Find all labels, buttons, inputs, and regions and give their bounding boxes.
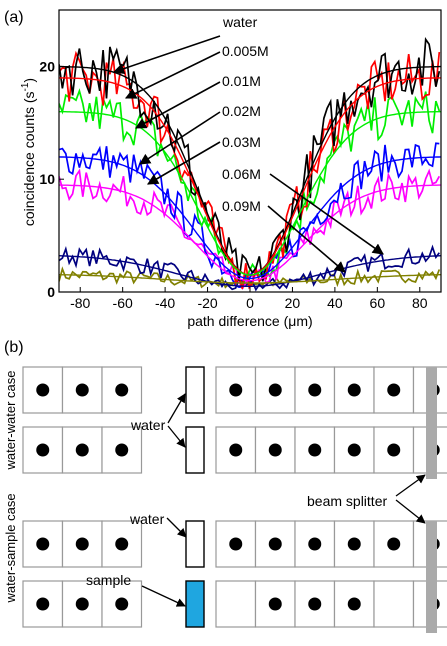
arrow-splitter-bottom bbox=[395, 499, 426, 524]
x-tick-label: -60 bbox=[113, 295, 133, 311]
arrow-0.03M bbox=[147, 141, 221, 185]
sample-window bbox=[185, 580, 205, 628]
beam-splitter-top bbox=[426, 367, 437, 479]
annotation-0.01M: 0.01M bbox=[222, 73, 261, 89]
beam-splitter-label: beam splitter bbox=[307, 493, 387, 509]
photon-dot bbox=[347, 597, 361, 611]
photon-dot bbox=[268, 443, 282, 457]
photon-dot bbox=[36, 383, 50, 397]
photon-dot bbox=[308, 443, 322, 457]
fit-layer bbox=[59, 65, 441, 288]
y-tick-label: 0 bbox=[47, 284, 55, 300]
grid-cell-left bbox=[61, 426, 103, 474]
grid-cell-right bbox=[215, 580, 257, 628]
arrow-0.01M bbox=[135, 81, 221, 129]
series-0.02M-fit bbox=[59, 156, 441, 280]
photon-dot bbox=[229, 443, 243, 457]
photon-dot bbox=[36, 443, 50, 457]
photon-dot bbox=[75, 383, 89, 397]
panel-b-arrows bbox=[141, 393, 426, 607]
arrow-water-to-window-3 bbox=[166, 517, 187, 538]
photon-dot bbox=[268, 537, 282, 551]
annotation-0.02M: 0.02M bbox=[222, 103, 261, 119]
x-tick-label: -80 bbox=[70, 295, 90, 311]
photon-dot bbox=[308, 537, 322, 551]
y-tick-label: 20 bbox=[39, 58, 55, 74]
series-0.09M-fit bbox=[59, 274, 441, 284]
photon-dot bbox=[387, 443, 401, 457]
photon-dot bbox=[36, 537, 50, 551]
photon-dot bbox=[387, 537, 401, 551]
photon-dot bbox=[75, 537, 89, 551]
annotation-0.03M: 0.03M bbox=[222, 134, 261, 150]
photon-dot bbox=[115, 383, 129, 397]
arrow-0.02M bbox=[139, 111, 221, 165]
water-window-1 bbox=[185, 366, 205, 414]
photon-dot bbox=[268, 383, 282, 397]
x-tick-label: 20 bbox=[285, 295, 301, 311]
series-0.03M-fit bbox=[59, 184, 441, 282]
arrow-water bbox=[112, 35, 221, 75]
annotation-arrows bbox=[112, 35, 384, 273]
series-0.01M-data bbox=[59, 88, 441, 286]
water-label-top: water bbox=[130, 417, 166, 433]
y-tick-label: 10 bbox=[39, 171, 55, 187]
photon-dot bbox=[308, 597, 322, 611]
x-axis-label: path difference (μm) bbox=[187, 313, 312, 329]
annotation-0.09M: 0.09M bbox=[222, 198, 261, 214]
y-axis-label-main: coincidence counts (s bbox=[21, 91, 37, 226]
arrow-splitter-top bbox=[395, 474, 426, 497]
water-window-3 bbox=[185, 520, 205, 568]
arrow-sample-to-window bbox=[141, 585, 186, 607]
photon-dot bbox=[115, 537, 129, 551]
panel-b-label: (b) bbox=[4, 339, 24, 356]
cells-layer bbox=[22, 366, 447, 628]
water-sample-case-label: water-sample case bbox=[3, 493, 18, 603]
water-label-bottom: water bbox=[129, 511, 165, 527]
y-axis-label: coincidence counts (s-1) bbox=[20, 78, 37, 226]
arrow-water-to-window-1 bbox=[167, 393, 186, 424]
annotation-0.005M: 0.005M bbox=[222, 43, 269, 59]
photon-dot bbox=[36, 597, 50, 611]
photon-dot bbox=[347, 383, 361, 397]
arrow-0.005M bbox=[124, 51, 221, 99]
ticks-layer: -80 -60 -40 -20 0 20 40 60 80 0 10 20 bbox=[39, 58, 427, 311]
x-tick-label: -20 bbox=[197, 295, 217, 311]
photon-dot bbox=[268, 597, 282, 611]
grid-cell-right bbox=[294, 426, 336, 474]
y-axis-label-sup: -1 bbox=[20, 82, 31, 91]
photon-dot bbox=[75, 443, 89, 457]
photon-dot bbox=[75, 597, 89, 611]
water-window-2 bbox=[185, 426, 205, 474]
photon-dot bbox=[229, 537, 243, 551]
x-tick-label: -40 bbox=[155, 295, 175, 311]
panel-a-label: (a) bbox=[4, 9, 24, 26]
photon-dot bbox=[308, 383, 322, 397]
x-tick-label: 40 bbox=[327, 295, 343, 311]
photon-dot bbox=[387, 383, 401, 397]
photon-dot bbox=[347, 443, 361, 457]
x-tick-label: 0 bbox=[246, 295, 254, 311]
annotation-0.06M: 0.06M bbox=[222, 166, 261, 182]
x-tick-label: 80 bbox=[412, 295, 428, 311]
series-0.06M-fit bbox=[59, 255, 441, 288]
beam-splitter-bottom bbox=[426, 521, 437, 633]
y-axis-label-end: ) bbox=[21, 78, 37, 83]
annotation-water: water bbox=[222, 14, 258, 30]
arrow-0.09M bbox=[267, 205, 346, 273]
grid-cell-right bbox=[373, 580, 415, 628]
photon-dot bbox=[229, 383, 243, 397]
photon-dot bbox=[115, 443, 129, 457]
photon-dot bbox=[115, 597, 129, 611]
sample-label: sample bbox=[86, 572, 131, 588]
series-0.01M-fit bbox=[59, 111, 441, 276]
grid-cell-right bbox=[254, 520, 296, 568]
x-tick-label: 60 bbox=[370, 295, 386, 311]
water-water-case-label: water-water case bbox=[3, 371, 18, 471]
arrow-water-to-window-2 bbox=[167, 425, 186, 448]
photon-dot bbox=[347, 537, 361, 551]
arrow-0.06M bbox=[269, 173, 384, 255]
